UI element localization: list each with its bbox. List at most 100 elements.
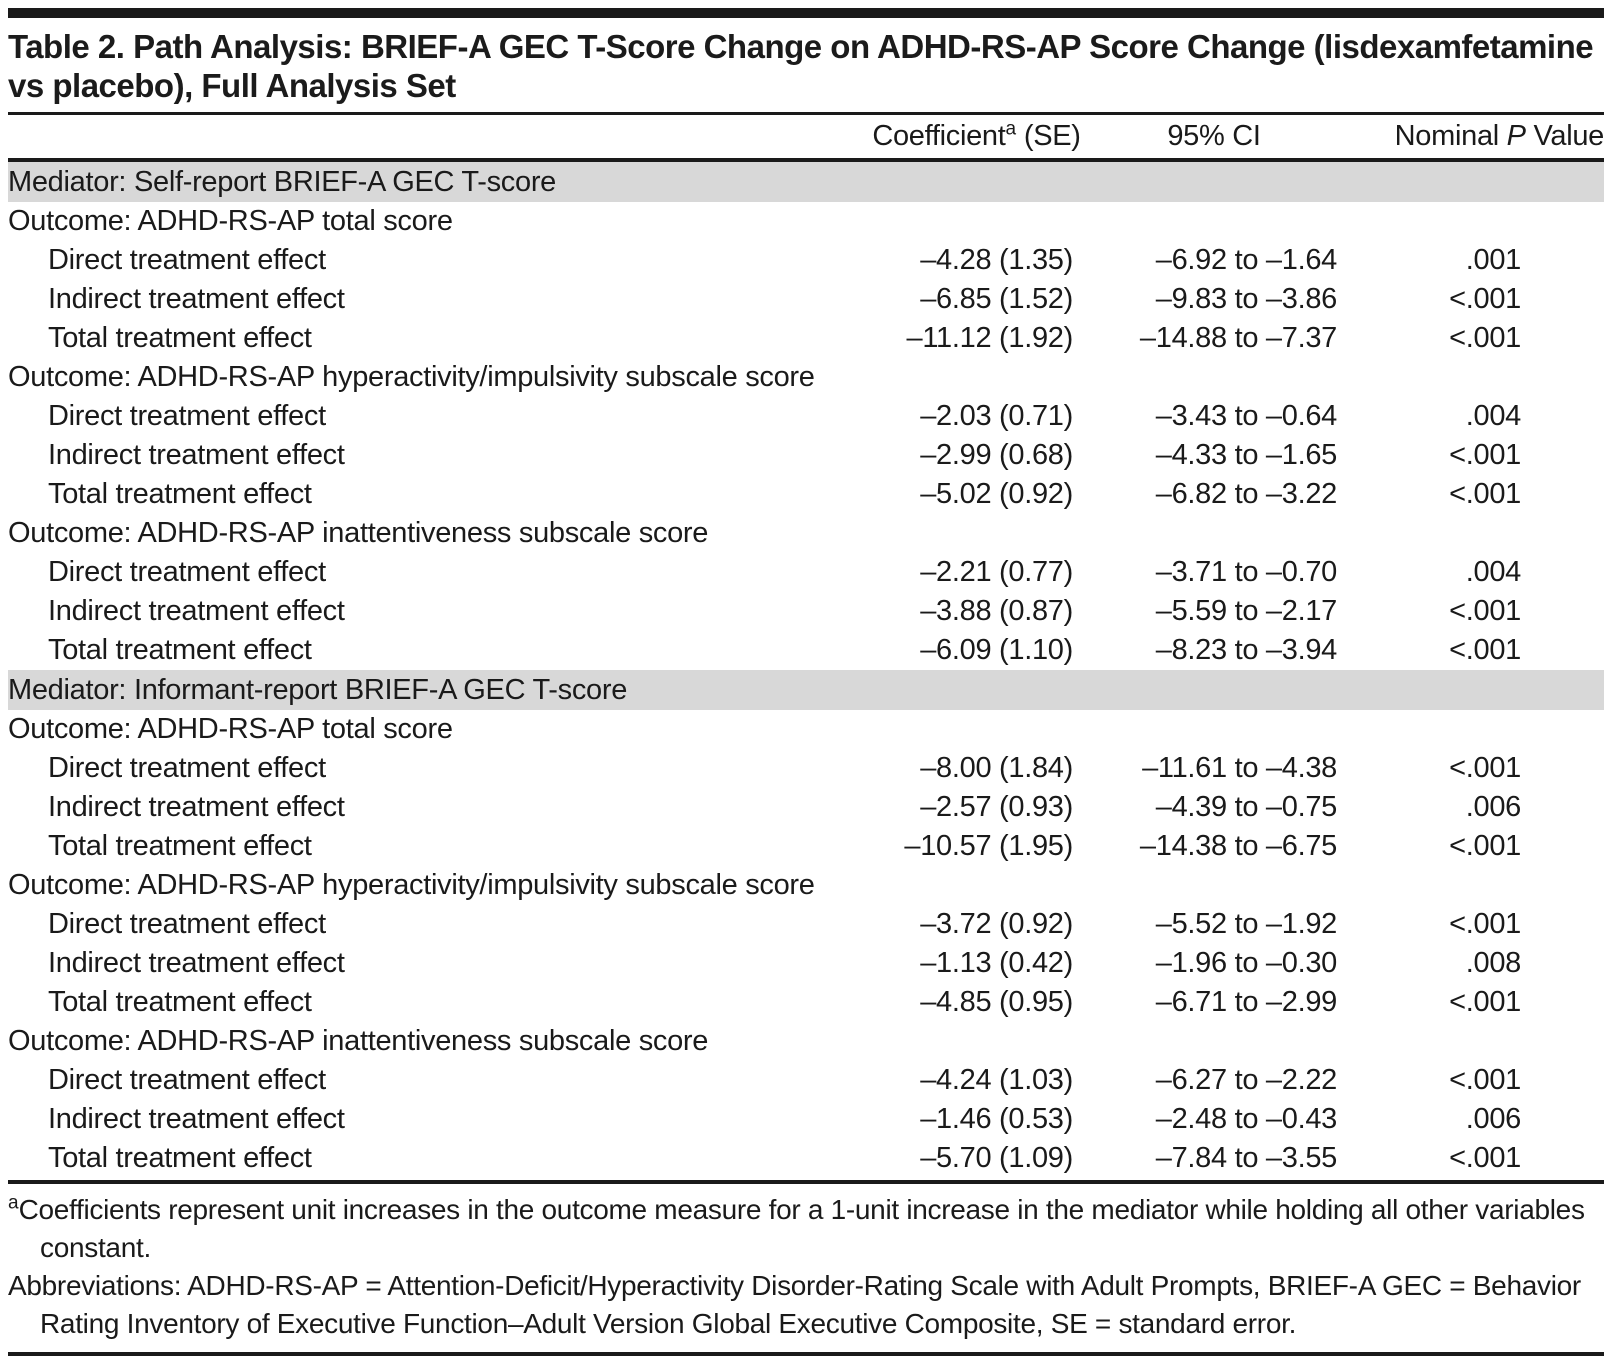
- coefficient-value: –1.13 (0.42): [920, 947, 1073, 979]
- p-value: .004: [1465, 556, 1522, 588]
- p-value: .006: [1465, 1103, 1522, 1135]
- mediator-label: Mediator: Self-report BRIEF-A GEC T-scor…: [8, 160, 1604, 202]
- effect-row: Indirect treatment effect –6.85 (1.52) –9.…: [8, 280, 1604, 319]
- effect-row: Direct treatment effect –3.72 (0.92) –5.52…: [8, 905, 1604, 944]
- coefficient-value: –10.57 (1.95): [904, 830, 1073, 862]
- effect-row: Direct treatment effect –8.00 (1.84) –11.6…: [8, 749, 1604, 788]
- title-rule: [8, 112, 1604, 115]
- effect-label: Direct treatment effect: [48, 400, 326, 432]
- ci-value: –6.71 to –2.99: [1155, 986, 1338, 1018]
- ci-value: –5.52 to –1.92: [1155, 908, 1338, 940]
- mediator-row: Mediator: Informant-report BRIEF-A GEC T…: [8, 670, 1604, 710]
- coefficient-header-superscript: a: [1005, 118, 1017, 140]
- outcome-row: Outcome: ADHD-RS-AP hyperactivity/impuls…: [8, 866, 1604, 905]
- ci-column-header: 95% CI: [1089, 115, 1339, 162]
- p-value: .001: [1465, 244, 1522, 276]
- coefficient-value: –4.28 (1.35): [920, 244, 1073, 276]
- effect-row: Indirect treatment effect –2.99 (0.68) –4.…: [8, 436, 1604, 475]
- coefficient-value: –5.70 (1.09): [920, 1142, 1073, 1174]
- effect-row: Total treatment effect –6.09 (1.10) –8.23 …: [8, 631, 1604, 670]
- footnotes: aCoefficients represent unit increases i…: [8, 1180, 1604, 1352]
- footnote-a-text: Coefficients represent unit increases in…: [18, 1194, 1585, 1263]
- effect-row: Total treatment effect –5.70 (1.09) –7.84 …: [8, 1139, 1604, 1178]
- effect-label: Indirect treatment effect: [48, 283, 345, 315]
- effect-row: Indirect treatment effect –1.13 (0.42) –1.…: [8, 944, 1604, 983]
- effect-row: Indirect treatment effect –3.88 (0.87) –5.…: [8, 592, 1604, 631]
- coefficient-value: –3.72 (0.92): [920, 908, 1073, 940]
- ci-value: –4.33 to –1.65: [1155, 439, 1338, 471]
- effect-label: Indirect treatment effect: [48, 439, 345, 471]
- p-value: <.001: [1449, 752, 1521, 784]
- effect-row: Indirect treatment effect –2.57 (0.93) –4.…: [8, 788, 1604, 827]
- ci-value: –14.38 to –6.75: [1139, 830, 1337, 862]
- effect-label: Direct treatment effect: [48, 752, 326, 784]
- p-header-value-text: Value: [1525, 120, 1604, 152]
- effect-label: Total treatment effect: [48, 830, 312, 862]
- ci-value: –6.27 to –2.22: [1155, 1064, 1338, 1096]
- top-rule-bar: [8, 8, 1604, 18]
- effect-label: Indirect treatment effect: [48, 791, 345, 823]
- table-title: Table 2. Path Analysis: BRIEF-A GEC T-Sc…: [8, 28, 1594, 104]
- ci-value: –5.59 to –2.17: [1155, 595, 1338, 627]
- coefficient-value: –2.57 (0.93): [920, 791, 1073, 823]
- table-header: Coefficienta (SE) 95% CI Nominal P Value: [8, 115, 1604, 162]
- p-value: <.001: [1449, 478, 1521, 510]
- effect-row: Total treatment effect –4.85 (0.95) –6.71 …: [8, 983, 1604, 1022]
- p-value: <.001: [1449, 634, 1521, 666]
- footnote-a: aCoefficients represent unit increases i…: [8, 1191, 1604, 1267]
- p-header-italic-p: P: [1506, 120, 1526, 152]
- ci-value: –2.48 to –0.43: [1155, 1103, 1338, 1135]
- coefficient-value: –6.85 (1.52): [920, 283, 1073, 315]
- p-value: <.001: [1449, 1142, 1521, 1174]
- effect-label: Indirect treatment effect: [48, 1103, 345, 1135]
- outcome-row: Outcome: ADHD-RS-AP hyperactivity/impuls…: [8, 358, 1604, 397]
- ci-value: –7.84 to –3.55: [1155, 1142, 1338, 1174]
- ci-value: –11.61 to –4.38: [1142, 752, 1337, 784]
- effect-label: Direct treatment effect: [48, 556, 326, 588]
- path-analysis-table: Coefficienta (SE) 95% CI Nominal P Value…: [8, 115, 1604, 1178]
- p-value: <.001: [1449, 908, 1521, 940]
- outcome-row: Outcome: ADHD-RS-AP inattentiveness subs…: [8, 514, 1604, 553]
- coefficient-value: –11.12 (1.92): [906, 322, 1074, 354]
- p-value: .006: [1465, 791, 1522, 823]
- effect-row: Direct treatment effect –4.28 (1.35) –6.92…: [8, 241, 1604, 280]
- coefficient-header-text: Coefficient: [872, 120, 1006, 152]
- effect-row: Direct treatment effect –2.21 (0.77) –3.71…: [8, 553, 1604, 592]
- effect-label: Direct treatment effect: [48, 908, 326, 940]
- effect-row: Direct treatment effect –2.03 (0.71) –3.43…: [8, 397, 1604, 436]
- ci-value: –3.43 to –0.64: [1155, 400, 1338, 432]
- bottom-rule-bar: [8, 1352, 1604, 1356]
- effect-label: Indirect treatment effect: [48, 947, 345, 979]
- outcome-label: Outcome: ADHD-RS-AP hyperactivity/impuls…: [8, 869, 815, 901]
- effect-label: Direct treatment effect: [48, 244, 326, 276]
- p-value: <.001: [1449, 830, 1521, 862]
- ci-value: –3.71 to –0.70: [1155, 556, 1338, 588]
- effect-label: Direct treatment effect: [48, 1064, 326, 1096]
- effect-label: Indirect treatment effect: [48, 595, 345, 627]
- effect-row: Total treatment effect –10.57 (1.95) –14.3…: [8, 827, 1604, 866]
- coefficient-value: –3.88 (0.87): [920, 595, 1073, 627]
- label-column-header: [8, 115, 864, 162]
- effect-label: Total treatment effect: [48, 322, 312, 354]
- coefficient-value: –2.03 (0.71): [920, 400, 1073, 432]
- p-value: <.001: [1449, 322, 1521, 354]
- ci-value: –9.83 to –3.86: [1155, 283, 1338, 315]
- coefficient-value: –1.46 (0.53): [920, 1103, 1073, 1135]
- effect-row: Direct treatment effect –4.24 (1.03) –6.27…: [8, 1061, 1604, 1100]
- ci-value: –1.96 to –0.30: [1155, 947, 1338, 979]
- mediator-row: Mediator: Self-report BRIEF-A GEC T-scor…: [8, 160, 1604, 202]
- p-value: .008: [1465, 947, 1522, 979]
- p-value: <.001: [1449, 595, 1521, 627]
- p-value: <.001: [1449, 439, 1521, 471]
- ci-value: –14.88 to –7.37: [1139, 322, 1337, 354]
- outcome-label: Outcome: ADHD-RS-AP hyperactivity/impuls…: [8, 361, 815, 393]
- coefficient-value: –6.09 (1.10): [920, 634, 1073, 666]
- coefficient-header-se: (SE): [1016, 120, 1081, 152]
- coefficient-value: –4.85 (0.95): [920, 986, 1073, 1018]
- coefficient-value: –2.21 (0.77): [920, 556, 1073, 588]
- p-value: <.001: [1449, 986, 1521, 1018]
- coefficient-value: –4.24 (1.03): [920, 1064, 1073, 1096]
- coefficient-column-header: Coefficienta (SE): [864, 115, 1089, 162]
- effect-label: Total treatment effect: [48, 478, 312, 510]
- outcome-row: Outcome: ADHD-RS-AP total score: [8, 710, 1604, 749]
